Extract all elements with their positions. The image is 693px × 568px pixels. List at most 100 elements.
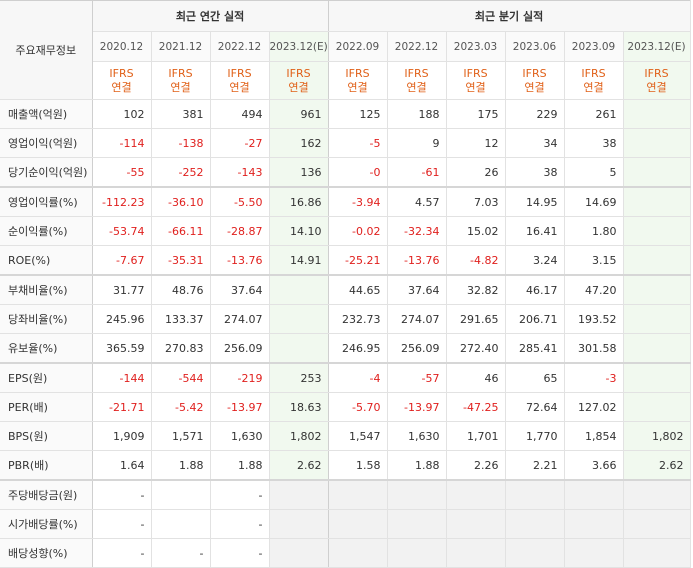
table-cell: 3.15 (564, 245, 624, 276)
table-cell (505, 480, 565, 510)
table-cell (623, 509, 691, 539)
row-label: 매출액(억원) (0, 99, 93, 129)
table-cell: 72.64 (505, 392, 565, 422)
table-row: ROE(%) -7.67 -35.31 -13.76 14.91 -25.21 -13.76… (0, 245, 691, 276)
table-cell (623, 275, 691, 305)
table-cell: -544 (151, 363, 211, 393)
table-cell: -138 (151, 128, 211, 158)
table-cell: 232.73 (328, 304, 388, 334)
table-row: 영업이익률(%) -112.23 -36.10 -5.50 16.86 -3.94 4.57… (0, 187, 691, 217)
table-cell: 365.59 (92, 333, 152, 364)
table-cell (623, 187, 691, 217)
table-cell: 1,701 (446, 421, 506, 451)
row-label: PBR(배) (0, 450, 93, 481)
table-cell: -27 (210, 128, 270, 158)
table-cell (623, 304, 691, 334)
table-cell: 31.77 (92, 275, 152, 305)
table-cell: - (92, 538, 152, 568)
table-cell (269, 304, 329, 334)
table-cell: 32.82 (446, 275, 506, 305)
table-cell: 12 (446, 128, 506, 158)
table-cell (328, 538, 388, 568)
table-cell: 162 (269, 128, 329, 158)
table-cell: -7.67 (92, 245, 152, 276)
table-cell: -13.97 (210, 392, 270, 422)
table-cell: -0 (328, 157, 388, 188)
table-cell: - (92, 509, 152, 539)
table-cell: 256.09 (210, 333, 270, 364)
table-cell: 136 (269, 157, 329, 188)
table-cell: 1.88 (387, 450, 447, 481)
table-cell: 1,854 (564, 421, 624, 451)
table-cell: 1,770 (505, 421, 565, 451)
table-cell: - (151, 538, 211, 568)
table-cell: 301.58 (564, 333, 624, 364)
corner-label: 주요재무정보 (0, 0, 93, 100)
annual-header: 최근 연간 실적 (92, 0, 329, 32)
table-cell: 14.10 (269, 216, 329, 246)
table-cell: -36.10 (151, 187, 211, 217)
table-cell: 16.41 (505, 216, 565, 246)
row-label: ROE(%) (0, 245, 93, 276)
table-cell: -13.76 (387, 245, 447, 276)
table-cell: 1,547 (328, 421, 388, 451)
table-cell: 2.62 (623, 450, 691, 481)
table-cell: 1,630 (210, 421, 270, 451)
ifrs-label: IFRS 연결 (328, 61, 388, 100)
row-label: PER(배) (0, 392, 93, 422)
row-label: 주당배당금(원) (0, 480, 93, 510)
table-cell (505, 538, 565, 568)
table-cell (387, 480, 447, 510)
table-cell: 1.80 (564, 216, 624, 246)
table-cell (623, 99, 691, 129)
table-row: 배당성향(%) - - - (0, 538, 691, 568)
table-cell: 1,909 (92, 421, 152, 451)
table-row: 영업이익(억원) -114 -138 -27 162 -5 9 12 34 38 (0, 128, 691, 158)
table-cell: 127.02 (564, 392, 624, 422)
table-cell: - (210, 509, 270, 539)
row-label: EPS(원) (0, 363, 93, 393)
table-cell (564, 509, 624, 539)
table-cell: -57 (387, 363, 447, 393)
ifrs-label: IFRS 연결 (623, 61, 691, 100)
table-cell: -13.76 (210, 245, 270, 276)
table-cell: 270.83 (151, 333, 211, 364)
period-header: 2022.12 (387, 31, 447, 62)
table-cell: 229 (505, 99, 565, 129)
table-cell (387, 509, 447, 539)
table-cell: 1,802 (623, 421, 691, 451)
table-row: 유보율(%) 365.59 270.83 256.09 246.95 256.09 272.… (0, 333, 691, 364)
table-cell: 1.88 (210, 450, 270, 481)
table-cell: -21.71 (92, 392, 152, 422)
table-cell: -53.74 (92, 216, 152, 246)
table-cell (623, 333, 691, 364)
table-cell: 46 (446, 363, 506, 393)
table-cell (446, 538, 506, 568)
row-label: 부채비율(%) (0, 275, 93, 305)
table-cell: 193.52 (564, 304, 624, 334)
table-cell (623, 216, 691, 246)
table-cell: 9 (387, 128, 447, 158)
table-cell: 26 (446, 157, 506, 188)
table-cell: 206.71 (505, 304, 565, 334)
table-cell: 381 (151, 99, 211, 129)
table-cell: 2.26 (446, 450, 506, 481)
table-cell (328, 480, 388, 510)
period-header: 2022.09 (328, 31, 388, 62)
table-cell (564, 538, 624, 568)
table-cell: -32.34 (387, 216, 447, 246)
table-cell: -13.97 (387, 392, 447, 422)
row-label: 시가배당률(%) (0, 509, 93, 539)
period-header: 2023.06 (505, 31, 565, 62)
table-cell: -219 (210, 363, 270, 393)
row-label: 순이익률(%) (0, 216, 93, 246)
table-cell: 7.03 (446, 187, 506, 217)
period-header: 2021.12 (151, 31, 211, 62)
table-cell: 1,802 (269, 421, 329, 451)
table-cell: -3.94 (328, 187, 388, 217)
table-row: PER(배) -21.71 -5.42 -13.97 18.63 -5.70 -13.97-… (0, 392, 691, 422)
table-cell: 38 (564, 128, 624, 158)
period-header: 2023.03 (446, 31, 506, 62)
table-cell: -112.23 (92, 187, 152, 217)
period-header: 2020.12 (92, 31, 152, 62)
